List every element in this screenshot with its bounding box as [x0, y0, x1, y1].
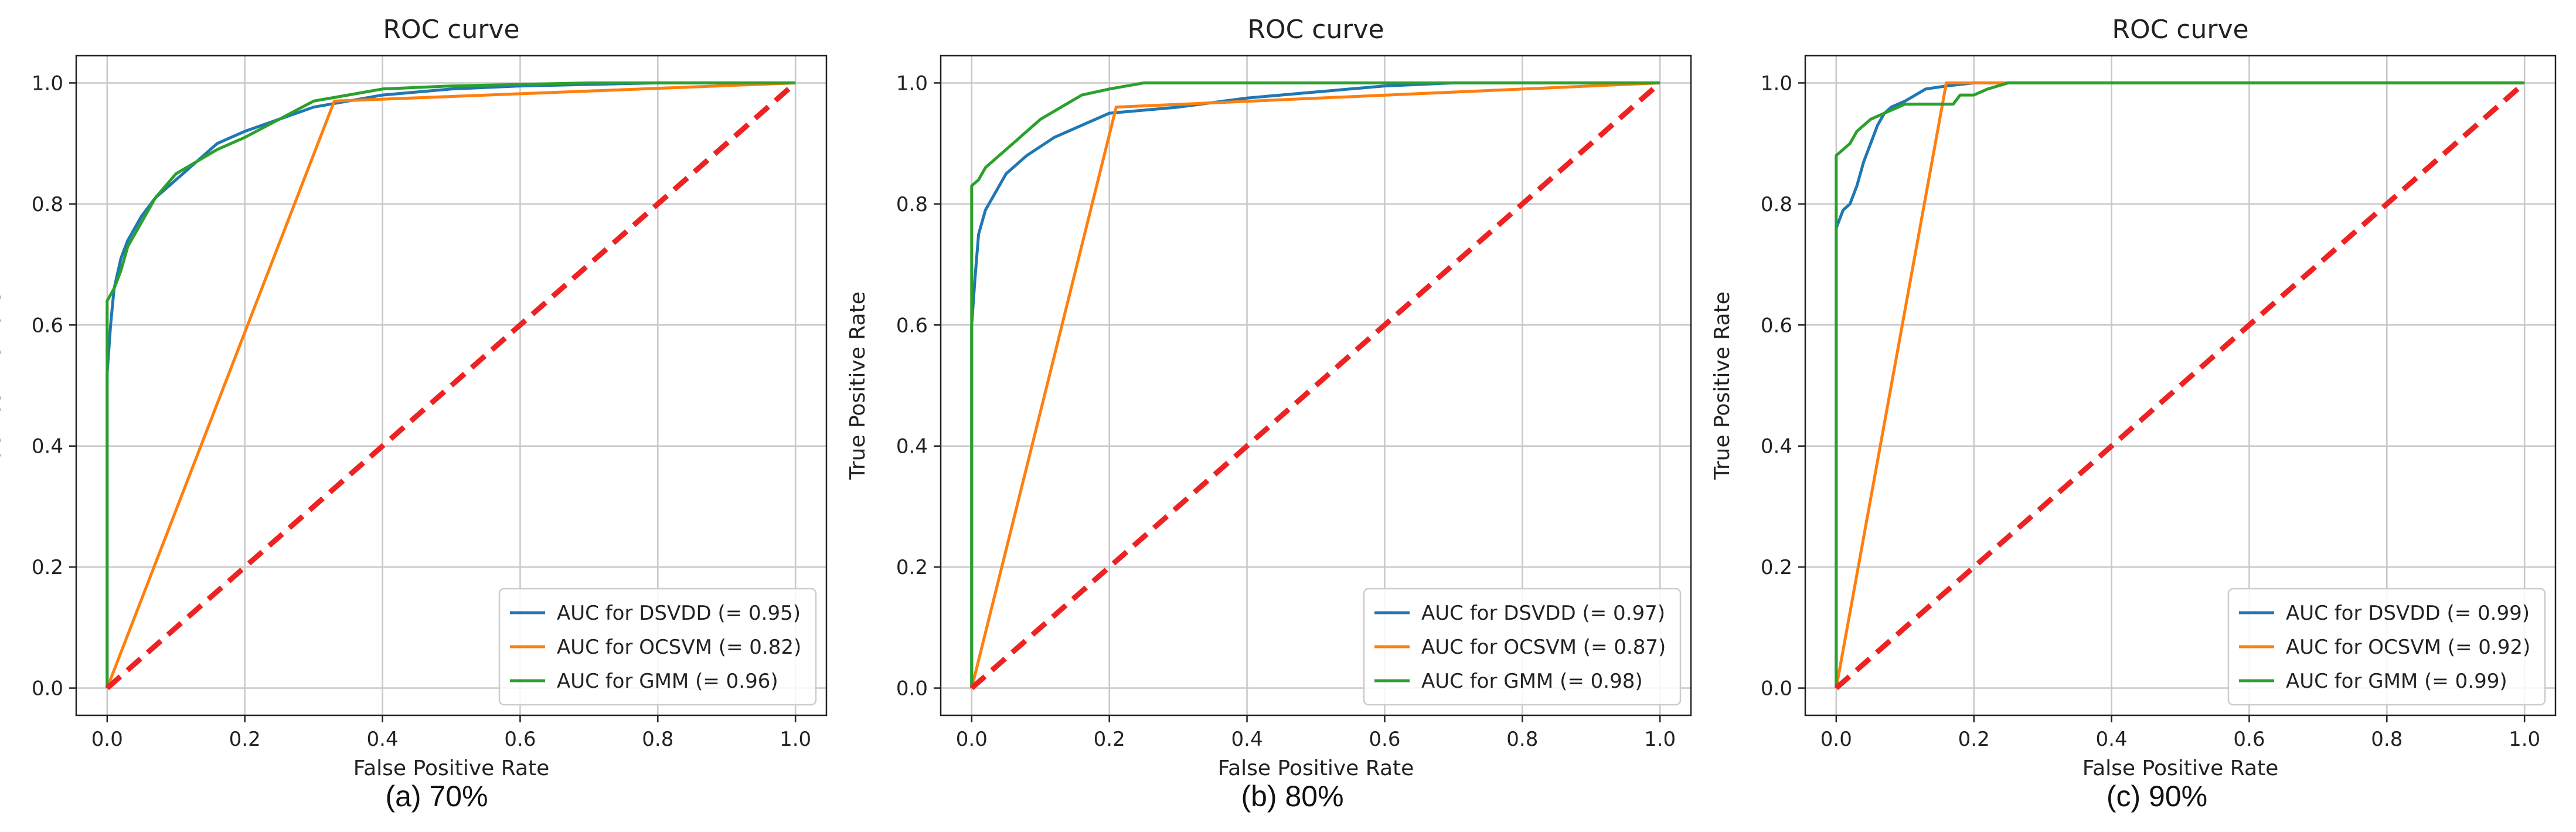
legend-box [2227, 588, 2546, 706]
x-tick-label: 0.4 [1231, 728, 1263, 751]
y-axis-label: True Positive Rate [1710, 291, 1734, 480]
y-tick-label: 0.6 [896, 314, 928, 337]
x-tick-label: 0.8 [642, 728, 673, 751]
x-tick-label: 1.0 [780, 728, 811, 751]
roc-series-line [970, 81, 1660, 689]
legend-entry: AUC for DSVDD (= 0.97) [1421, 602, 1665, 625]
roc-panel-1: 0.0 0.2 0.4 0.6 0.8 1.0 0.0 0.2 0.4 0.6 0.8 1.0 ROC … [0, 15, 828, 813]
legend-entry: AUC for GMM (= 0.96) [557, 670, 778, 693]
legend-entry: AUC for OCSVM (= 0.87) [1421, 636, 1666, 659]
legend: AUC for DSVDD (= 0.95) AUC for OCSVM (= 0… [498, 588, 817, 706]
x-tick-label: 0.6 [1369, 728, 1400, 751]
y-tick-label: 0.8 [1761, 193, 1792, 216]
chart-title: ROC curve [1247, 15, 1384, 45]
roc-series-line [106, 81, 796, 688]
y-axis-label: True Positive Rate [846, 291, 870, 480]
x-tick-label: 0.2 [1094, 728, 1125, 751]
x-axis-label: False Positive Rate [2082, 756, 2279, 780]
legend: AUC for DSVDD (= 0.99) AUC for OCSVM (= 0… [2227, 588, 2546, 706]
x-tick-label: 0.0 [1820, 728, 1852, 751]
x-tick-label: 0.8 [1506, 728, 1538, 751]
x-tick-label: 0.2 [1958, 728, 1990, 751]
legend-entry: AUC for OCSVM (= 0.92) [2286, 636, 2530, 659]
x-tick-label: 1.0 [1644, 728, 1676, 751]
plot-frame [940, 55, 1692, 716]
roc-series-line [970, 81, 1660, 688]
legend-entry: AUC for DSVDD (= 0.99) [2286, 602, 2530, 625]
x-axis-label: False Positive Rate [353, 756, 550, 780]
x-axis-label: False Positive Rate [1218, 756, 1414, 780]
plot-frame [1804, 55, 2557, 716]
roc-panel-2: 0.0 0.2 0.4 0.6 0.8 1.0 0.0 0.2 0.4 0.6 0.8 1.0 ROC … [846, 15, 1692, 813]
panel-caption: (b) 80% [1241, 780, 1343, 813]
y-tick-label: 0.0 [1761, 677, 1792, 701]
legend-entry: AUC for OCSVM (= 0.82) [557, 636, 801, 659]
chance-diagonal-line [1834, 81, 2527, 690]
y-tick-label: 0.2 [32, 556, 63, 579]
roc-series-line [1835, 81, 2525, 688]
x-tick-label: 1.0 [2509, 728, 2540, 751]
legend-entry: AUC for DSVDD (= 0.95) [557, 602, 801, 625]
y-tick-label: 0.2 [896, 556, 928, 579]
legend-entry: AUC for GMM (= 0.99) [2286, 670, 2507, 693]
y-tick-label: 1.0 [896, 72, 928, 95]
y-tick-label: 0.2 [1761, 556, 1792, 579]
y-tick-label: 0.0 [32, 677, 63, 701]
roc-panel-3: 0.0 0.2 0.4 0.6 0.8 1.0 0.0 0.2 0.4 0.6 0.8 1.0 ROC … [1710, 15, 2557, 813]
y-tick-label: 0.8 [896, 193, 928, 216]
y-tick-label: 0.4 [896, 435, 928, 459]
panel-caption: (c) 90% [2107, 780, 2207, 813]
x-tick-label: 0.6 [504, 728, 536, 751]
y-tick-label: 1.0 [32, 72, 63, 95]
x-tick-label: 0.4 [2096, 728, 2128, 751]
x-tick-label: 0.0 [956, 728, 988, 751]
plot-frame [75, 55, 828, 716]
legend: AUC for DSVDD (= 0.97) AUC for OCSVM (= 0… [1363, 588, 1682, 706]
x-tick-label: 0.8 [2371, 728, 2403, 751]
x-tick-label: 0.0 [91, 728, 123, 751]
legend-box [1363, 588, 1682, 706]
y-axis-label: True Positive Rate [0, 291, 5, 480]
chance-diagonal-line [105, 81, 798, 690]
roc-series-line [106, 81, 796, 689]
chart-title: ROC curve [2112, 15, 2248, 45]
legend-entry: AUC for GMM (= 0.98) [1421, 670, 1643, 693]
x-tick-label: 0.2 [229, 728, 261, 751]
panel-caption: (a) 70% [385, 780, 488, 813]
y-tick-label: 0.4 [1761, 435, 1792, 459]
roc-series-line [1835, 81, 2525, 688]
x-tick-label: 0.6 [2233, 728, 2265, 751]
chart-title: ROC curve [383, 15, 519, 45]
roc-series-line [970, 81, 1660, 688]
legend-box [498, 588, 817, 706]
chance-diagonal-line [969, 81, 1662, 690]
y-tick-label: 1.0 [1761, 72, 1792, 95]
y-tick-label: 0.6 [32, 314, 63, 337]
y-tick-label: 0.8 [32, 193, 63, 216]
x-tick-label: 0.4 [367, 728, 399, 751]
y-tick-label: 0.6 [1761, 314, 1792, 337]
y-tick-label: 0.4 [32, 435, 63, 459]
y-tick-label: 0.0 [896, 677, 928, 701]
